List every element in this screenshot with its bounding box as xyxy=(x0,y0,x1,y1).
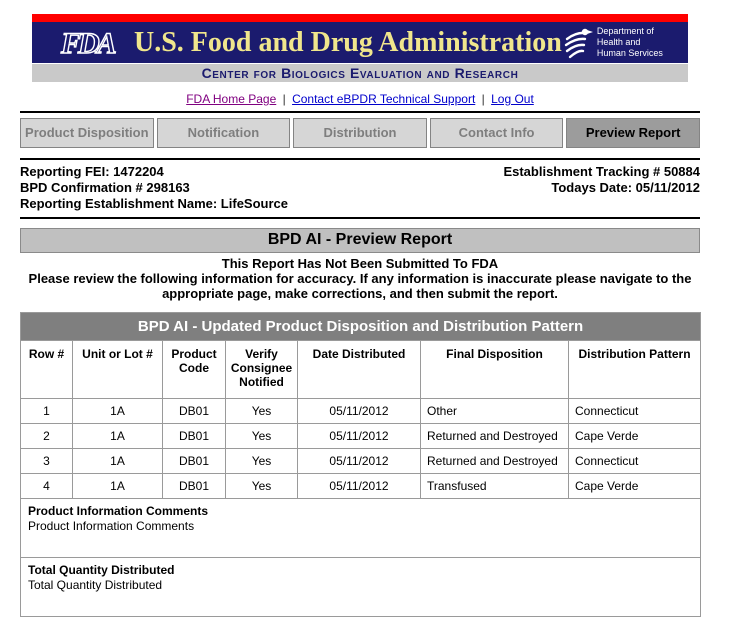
cell: DB01 xyxy=(162,423,226,449)
cell: 05/11/2012 xyxy=(297,448,421,474)
table-row: 3 1A DB01 Yes 05/11/2012 Returned and De… xyxy=(20,448,702,474)
hhs-line: Health and xyxy=(596,37,641,47)
cell: Connecticut xyxy=(567,448,702,474)
fda-banner: FDA U.S. Food and Drug Administration De… xyxy=(32,14,688,82)
cell: 1A xyxy=(72,448,163,474)
contact-support-link[interactable]: Contact eBPDR Technical Support xyxy=(292,92,476,106)
hhs-line: Human Services xyxy=(596,48,663,58)
cell: DB01 xyxy=(162,473,226,499)
cell: Other xyxy=(420,398,569,424)
col-verify-consignee: Verify Consignee Notified xyxy=(225,340,298,399)
cell: 2 xyxy=(20,423,73,449)
establishment-tracking: Establishment Tracking # 50884 xyxy=(503,164,700,179)
tab-distribution[interactable]: Distribution xyxy=(293,118,427,148)
tab-preview-report[interactable]: Preview Report xyxy=(566,118,700,148)
cell: Transfused xyxy=(420,473,569,499)
cell: 1 xyxy=(20,398,73,424)
col-row-number: Row # xyxy=(20,340,73,399)
red-stripe xyxy=(32,14,688,22)
divider xyxy=(20,217,700,219)
cell: 1A xyxy=(72,473,163,499)
total-value: Total Quantity Distributed xyxy=(28,578,163,592)
tab-bar: Product Disposition Notification Distrib… xyxy=(20,118,700,148)
cell: Yes xyxy=(225,423,298,449)
divider xyxy=(20,158,700,160)
table-header-row: Row # Unit or Lot # Product Code Verify … xyxy=(20,340,702,399)
table-row: 2 1A DB01 Yes 05/11/2012 Returned and De… xyxy=(20,423,702,449)
banner-band: FDA U.S. Food and Drug Administration De… xyxy=(32,22,688,63)
report-info-left: Reporting FEI: 1472204 BPD Confirmation … xyxy=(20,164,288,212)
cell: Cape Verde xyxy=(567,423,702,449)
log-out-link[interactable]: Log Out xyxy=(491,92,534,106)
cell: Yes xyxy=(225,398,298,424)
hhs-eagle-icon xyxy=(564,28,593,58)
col-final-disposition: Final Disposition xyxy=(420,340,569,399)
not-submitted-notice: This Report Has Not Been Submitted To FD… xyxy=(221,256,499,271)
report-info: Reporting FEI: 1472204 BPD Confirmation … xyxy=(20,164,700,212)
cell: 1A xyxy=(72,423,163,449)
hhs-line: Department of xyxy=(596,26,654,36)
col-distribution-pattern: Distribution Pattern xyxy=(567,340,702,399)
report-info-right: Establishment Tracking # 50884 Todays Da… xyxy=(503,164,700,212)
page-title: BPD AI - Preview Report xyxy=(20,228,700,253)
reporting-fei: Reporting FEI: 1472204 xyxy=(20,164,164,179)
banner-title: U.S. Food and Drug Administration xyxy=(134,26,562,58)
col-product-code: Product Code xyxy=(162,340,226,399)
fda-logo-text: FDA xyxy=(60,27,116,59)
cell: 3 xyxy=(20,448,73,474)
product-information-comments-cell: Product Information Comments Product Inf… xyxy=(19,498,702,558)
cell: DB01 xyxy=(162,448,226,474)
disposition-table: BPD AI - Updated Product Disposition and… xyxy=(19,312,702,617)
total-label: Total Quantity Distributed xyxy=(28,563,175,577)
total-quantity-distributed-cell: Total Quantity Distributed Total Quantit… xyxy=(19,557,702,617)
tab-notification[interactable]: Notification xyxy=(156,118,291,148)
cell: Connecticut xyxy=(567,398,702,424)
table-row: 1 1A DB01 Yes 05/11/2012 Other Connectic… xyxy=(20,398,702,424)
fda-home-link[interactable]: FDA Home Page xyxy=(186,92,277,106)
tab-product-disposition[interactable]: Product Disposition xyxy=(20,118,154,148)
cell: Cape Verde xyxy=(567,473,702,499)
comments-value: Product Information Comments xyxy=(28,519,195,533)
table-row: 4 1A DB01 Yes 05/11/2012 Transfused Cape… xyxy=(20,473,702,499)
link-separator: | xyxy=(282,92,286,106)
todays-date: Todays Date: 05/11/2012 xyxy=(551,180,700,195)
cell: 1A xyxy=(72,398,163,424)
cell: Returned and Destroyed xyxy=(420,423,569,449)
cell: 05/11/2012 xyxy=(297,423,421,449)
cell: 05/11/2012 xyxy=(297,398,421,424)
utility-links: FDA Home Page | Contact eBPDR Technical … xyxy=(20,92,700,106)
bpd-confirmation: BPD Confirmation # 298163 xyxy=(20,180,190,195)
link-separator: | xyxy=(481,92,485,106)
divider xyxy=(20,111,700,113)
col-date-distributed: Date Distributed xyxy=(297,340,421,399)
cell: Returned and Destroyed xyxy=(420,448,569,474)
center-bar-title: Center for Biologics Evaluation and Rese… xyxy=(32,64,688,82)
cell: DB01 xyxy=(162,398,226,424)
cell: 4 xyxy=(20,473,73,499)
table-title: BPD AI - Updated Product Disposition and… xyxy=(19,312,702,341)
hhs-text: Department of Health and Human Services xyxy=(597,26,663,59)
tab-contact-info[interactable]: Contact Info xyxy=(429,118,564,148)
reporting-establishment-name: Reporting Establishment Name: LifeSource xyxy=(20,196,288,211)
col-unit-or-lot: Unit or Lot # xyxy=(72,340,163,399)
comments-label: Product Information Comments xyxy=(28,504,209,518)
cell: Yes xyxy=(225,448,298,474)
hhs-logo: Department of Health and Human Services xyxy=(562,25,684,61)
cell: Yes xyxy=(225,473,298,499)
cell: 05/11/2012 xyxy=(297,473,421,499)
review-instructions: Please review the following information … xyxy=(28,271,692,301)
fda-logo-icon: FDA xyxy=(60,27,119,59)
